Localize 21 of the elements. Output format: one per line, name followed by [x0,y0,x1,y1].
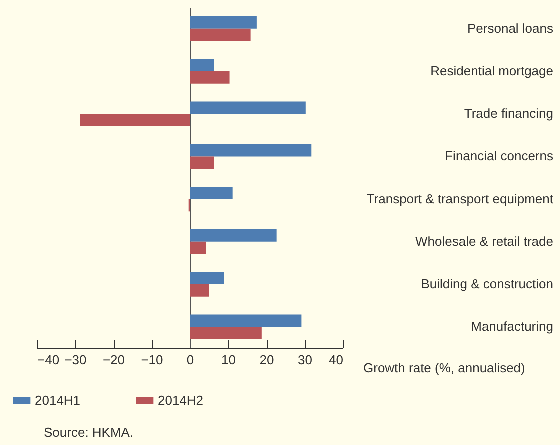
x-tick-label: 0 [186,352,194,368]
x-tick-label: 20 [260,352,274,368]
source-note: Source: HKMA. [44,425,134,440]
y-tick-label: Trade financing [464,106,554,122]
x-axis-title: Growth rate (%, annualised) [364,360,526,376]
y-tick-label: Financial concerns [445,148,554,164]
y-tick-label: Manufacturing [471,319,554,334]
y-tick-label: Building & construction [421,276,554,292]
x-tick-label: 30 [298,352,312,368]
x-tick-label: 10 [222,352,236,368]
x-tick-label: 40 [329,352,344,368]
x-tick-label: −30 [64,352,87,368]
y-tick-label: Personal loans [468,20,554,36]
legend-label: 2014H2 [158,393,204,408]
x-tick-label: −10 [141,352,164,368]
y-tick-label: Residential mortgage [430,63,554,78]
y-tick-label: Transport & transport equipment [366,191,554,206]
x-tick-label: −20 [102,352,126,368]
y-tick-label: Wholesale & retail trade [415,234,554,249]
x-tick-label: −40 [38,352,60,368]
legend-label: 2014H1 [35,393,81,408]
